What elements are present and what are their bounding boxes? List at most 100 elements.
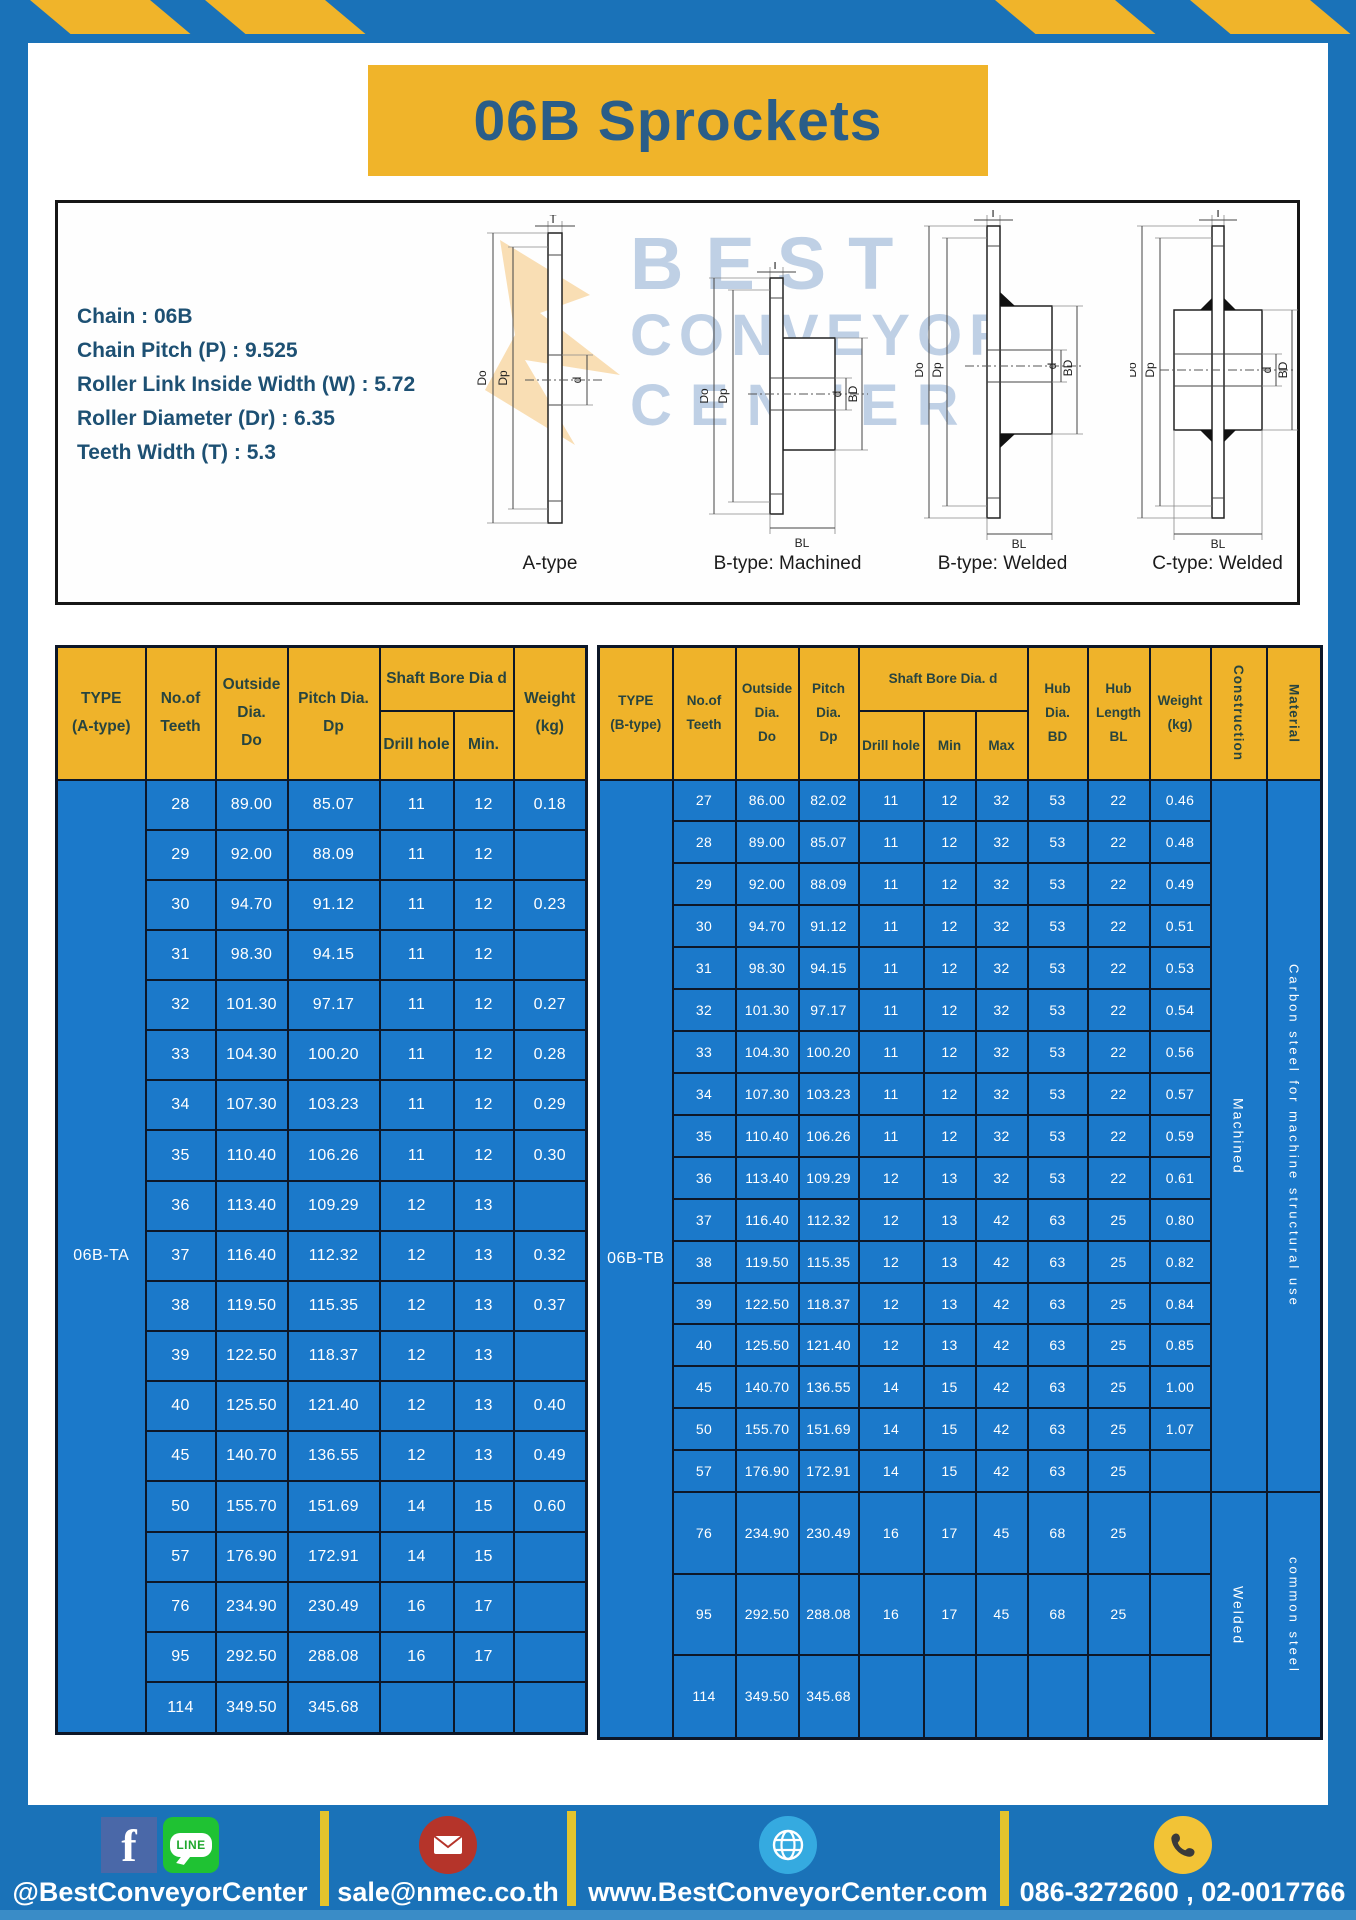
title-banner: 06B Sprockets bbox=[368, 65, 988, 176]
table-cell: 89.00 bbox=[214, 778, 289, 831]
table-row: 33 104.30 100.20 11 12 0.28 bbox=[57, 1029, 588, 1082]
table-cell: 85.07 bbox=[286, 778, 381, 831]
table-cell: 0.37 bbox=[512, 1279, 588, 1333]
email-address[interactable]: sale@nmec.co.th bbox=[337, 1877, 559, 1907]
table-cell: 230.49 bbox=[286, 1580, 381, 1633]
spec-line: Teeth Width (T) : 5.3 bbox=[77, 441, 276, 464]
table-cell: 107.30 bbox=[214, 1079, 289, 1132]
table-cell: 22 bbox=[1086, 946, 1151, 991]
footer-divider bbox=[567, 1811, 576, 1906]
table-cell: 234.90 bbox=[734, 1491, 800, 1575]
table-cell: 32 bbox=[974, 904, 1029, 949]
table-cell: 63 bbox=[1026, 1281, 1089, 1326]
table-cell: 113.40 bbox=[734, 1155, 800, 1200]
table-cell: 11 bbox=[857, 1071, 925, 1116]
table-cell: 31 bbox=[671, 946, 737, 991]
table-cell: 13 bbox=[452, 1330, 515, 1383]
col-header-weight: Weight (kg) bbox=[1148, 645, 1212, 781]
table-row: 36 113.40 109.29 12 13 bbox=[57, 1179, 588, 1232]
table-row: 35 110.40 106.26 11 12 0.30 bbox=[57, 1129, 588, 1182]
caption-a-type: A-type bbox=[522, 553, 578, 574]
table-cell: 34 bbox=[144, 1079, 217, 1132]
table-row: 37 116.40 112.32 12 13 0.32 bbox=[57, 1229, 588, 1282]
footer-phone-section: 086-3272600 , 02-0017766 bbox=[1009, 1805, 1356, 1920]
table-cell: 13 bbox=[452, 1279, 515, 1333]
dim-label-T: T bbox=[1214, 210, 1222, 220]
decorative-stripe bbox=[30, 0, 191, 34]
table-cell: 30 bbox=[144, 878, 217, 931]
email-icon[interactable] bbox=[419, 1816, 477, 1874]
table-cell: 110.40 bbox=[734, 1113, 800, 1158]
facebook-icon[interactable]: f bbox=[101, 1817, 157, 1873]
dim-label-BL: BL bbox=[1211, 537, 1226, 550]
table-cell: 14 bbox=[378, 1480, 455, 1533]
table-cell: 53 bbox=[1026, 1155, 1089, 1200]
line-icon[interactable]: LINE bbox=[163, 1817, 219, 1873]
table-cell: 36 bbox=[144, 1179, 217, 1232]
table-cell: 151.69 bbox=[797, 1407, 860, 1452]
table-cell: 172.91 bbox=[797, 1449, 860, 1494]
table-cell: 12 bbox=[452, 1029, 515, 1082]
dim-label-BD: BD bbox=[1061, 359, 1075, 376]
table-cell: 116.40 bbox=[214, 1229, 289, 1282]
table-cell: 34 bbox=[671, 1071, 737, 1116]
table-cell: 45 bbox=[671, 1365, 737, 1410]
table-row: 34 107.30 103.23 11 12 0.29 bbox=[57, 1079, 588, 1132]
website-url[interactable]: www.BestConveyorCenter.com bbox=[588, 1877, 988, 1907]
dim-label-d: d bbox=[1260, 367, 1274, 374]
table-cell: 151.69 bbox=[286, 1480, 381, 1533]
globe-icon[interactable] bbox=[759, 1816, 817, 1874]
table-cell: 107.30 bbox=[734, 1071, 800, 1116]
table-cell: 0.32 bbox=[512, 1229, 588, 1282]
table-cell bbox=[922, 1653, 977, 1740]
table-cell bbox=[857, 1653, 925, 1740]
table-cell: 94.70 bbox=[214, 878, 289, 931]
dim-label-T: T bbox=[989, 210, 997, 220]
table-cell: 12 bbox=[378, 1279, 455, 1333]
table-row: 34 107.30 103.23 11 12 32 53 22 0.57 bbox=[599, 1071, 1322, 1116]
type-label-a: 06B-TA bbox=[55, 778, 147, 1735]
table-cell: 109.29 bbox=[286, 1179, 381, 1232]
decorative-stripe bbox=[995, 0, 1156, 34]
table-cell: 40 bbox=[144, 1380, 217, 1433]
table-cell: 37 bbox=[671, 1197, 737, 1242]
table-cell: 82.02 bbox=[797, 778, 860, 823]
table-row: 57 176.90 172.91 14 15 42 63 25 bbox=[599, 1449, 1322, 1494]
table-row: 76 234.90 230.49 16 17 45 68 25 Welded common ste… bbox=[599, 1491, 1323, 1740]
table-cell: 11 bbox=[378, 1079, 455, 1132]
phone-numbers[interactable]: 086-3272600 , 02-0017766 bbox=[1019, 1877, 1346, 1907]
table-cell: 91.12 bbox=[286, 878, 381, 931]
table-cell: 35 bbox=[144, 1129, 217, 1182]
table-cell: 176.90 bbox=[734, 1449, 800, 1494]
table-cell: 11 bbox=[378, 1129, 455, 1182]
table-cell: 53 bbox=[1026, 1113, 1089, 1158]
table-a-type: TYPE (A-type) No.of Teeth Outside Dia. Do Pi… bbox=[55, 645, 589, 1735]
table-cell: 113.40 bbox=[214, 1179, 289, 1232]
table-cell: 25 bbox=[1086, 1407, 1151, 1452]
table-cell: 22 bbox=[1086, 1030, 1151, 1074]
table-cell: 63 bbox=[1026, 1449, 1089, 1494]
table-cell: 13 bbox=[922, 1323, 977, 1368]
table-cell: 97.17 bbox=[286, 979, 381, 1032]
table-cell: 32 bbox=[974, 1071, 1029, 1116]
table-cell: 22 bbox=[1086, 1155, 1151, 1200]
table-cell: 0.56 bbox=[1148, 1030, 1212, 1074]
table-cell: 25 bbox=[1086, 1572, 1151, 1656]
table-cell: 12 bbox=[452, 928, 515, 982]
table-cell: 25 bbox=[1086, 1281, 1151, 1326]
table-cell: 12 bbox=[922, 1113, 977, 1158]
social-handle[interactable]: @BestConveyorCenter bbox=[12, 1877, 308, 1907]
table-cell: 11 bbox=[857, 778, 925, 823]
footer-email-section: sale@nmec.co.th bbox=[329, 1805, 567, 1920]
table-cell: 155.70 bbox=[214, 1480, 289, 1533]
table-cell: 11 bbox=[857, 1030, 925, 1074]
table-cell bbox=[1148, 1572, 1212, 1656]
table-cell: 112.32 bbox=[797, 1197, 860, 1242]
page-title: 06B Sprockets bbox=[473, 88, 883, 153]
table-cell: 12 bbox=[922, 1071, 977, 1116]
phone-icon[interactable] bbox=[1153, 1816, 1212, 1874]
table-row: 32 101.30 97.17 11 12 0.27 bbox=[57, 979, 588, 1032]
table-cell: 12 bbox=[452, 1079, 515, 1132]
table-cell: 53 bbox=[1026, 946, 1089, 991]
table-cell bbox=[378, 1681, 455, 1735]
